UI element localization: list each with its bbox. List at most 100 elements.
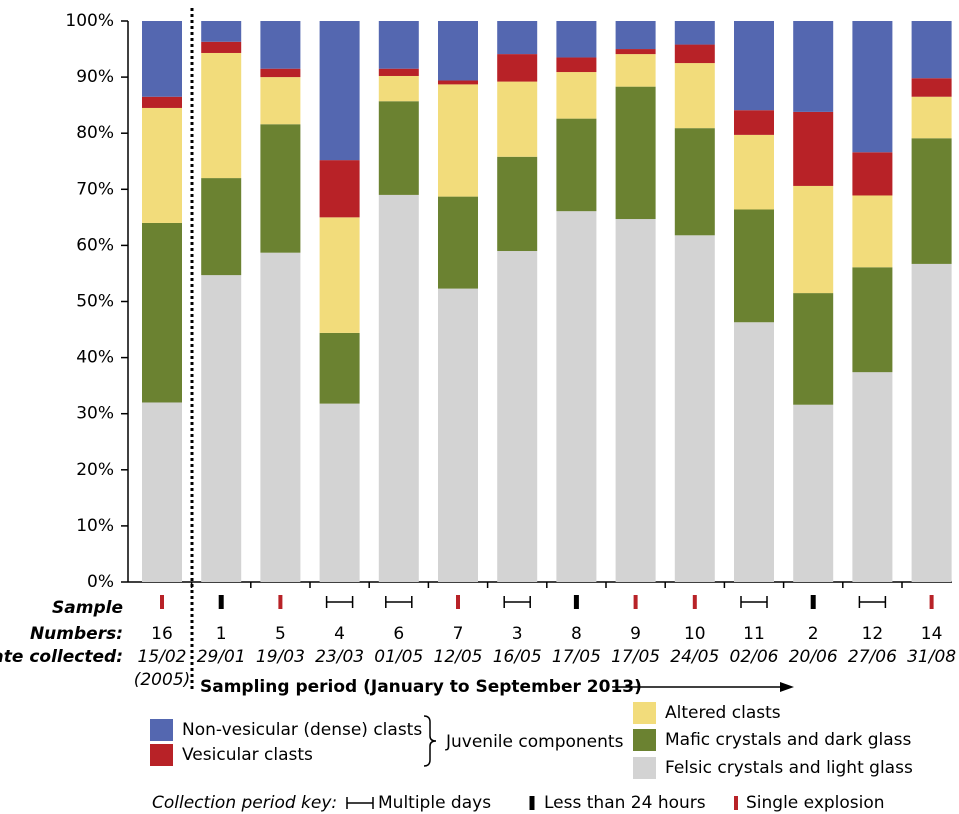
date-note: (2005)	[134, 670, 191, 690]
period-marker	[218, 595, 224, 609]
bar-segment	[378, 101, 419, 195]
period-marker	[385, 596, 413, 608]
bar-segment	[734, 21, 774, 111]
bar-segment	[438, 288, 478, 582]
bar-segment	[852, 372, 893, 582]
period-marker	[278, 595, 283, 609]
bar-segment	[378, 68, 419, 76]
x-tick-label: 1	[216, 624, 227, 644]
period-marker	[573, 595, 579, 609]
y-tick-label: 90%	[76, 67, 114, 87]
bar-segment	[556, 118, 597, 212]
bar-segment	[438, 21, 478, 81]
x-tick-label: 5	[275, 624, 286, 644]
y-tick-label: 50%	[76, 292, 114, 312]
legend-swatch	[633, 702, 656, 724]
row-label: Date collected:	[0, 647, 123, 667]
bar-segment	[615, 86, 656, 220]
bar-segment	[793, 111, 834, 186]
legend-label: Altered clasts	[665, 703, 781, 723]
bar-segment	[674, 235, 715, 582]
bar-segment	[319, 332, 360, 404]
period-marker	[810, 595, 816, 609]
x-tick-label: 9	[630, 624, 641, 644]
bar-segment	[142, 222, 182, 403]
y-tick-label: 0%	[87, 572, 114, 592]
date-label: 19/03	[256, 647, 305, 667]
bar-segment	[201, 275, 242, 582]
legend-swatch	[633, 757, 656, 779]
x-tick-label: 11	[743, 624, 765, 644]
legend-label: Vesicular clasts	[182, 745, 313, 765]
bar-segment	[556, 72, 597, 119]
y-tick-label: 30%	[76, 404, 114, 424]
date-label: 27/06	[848, 647, 897, 667]
period-label: Sampling period (January to September 20…	[200, 677, 642, 697]
bar-segment	[142, 96, 182, 108]
bar-segment	[615, 49, 656, 55]
bar-segment	[911, 96, 952, 139]
bar-segment	[260, 77, 301, 125]
bar-segment	[260, 68, 301, 78]
period-marker	[160, 595, 164, 609]
bar-segment	[378, 194, 419, 582]
bar-segment	[378, 21, 419, 69]
date-label: 20/06	[789, 647, 838, 667]
bar-segment	[260, 124, 301, 253]
brace	[423, 715, 437, 767]
date-label: 16/05	[493, 647, 542, 667]
bar-segment	[497, 251, 538, 582]
bar-segment	[852, 21, 893, 153]
period-marker	[346, 797, 374, 809]
bar-segment	[260, 252, 301, 582]
x-tick-label: 2	[808, 624, 819, 644]
period-marker	[503, 596, 531, 608]
legend-swatch	[150, 744, 173, 766]
y-tick-label: 80%	[76, 123, 114, 143]
x-tick-label: 8	[571, 624, 582, 644]
period-marker	[734, 796, 738, 810]
bar-segment	[438, 196, 478, 289]
period-marker	[529, 796, 535, 810]
x-tick-label: 14	[921, 624, 943, 644]
bar-segment	[142, 21, 182, 97]
bar-segment	[674, 44, 715, 64]
bar-segment	[142, 107, 182, 223]
bar-segment	[793, 293, 834, 405]
bar-segment	[852, 152, 893, 196]
date-label: 23/03	[315, 647, 364, 667]
bar-segment	[201, 52, 242, 179]
y-tick-label: 60%	[76, 235, 114, 255]
period-marker	[692, 595, 697, 609]
date-label: 02/06	[730, 647, 779, 667]
date-label: 15/02	[138, 647, 187, 667]
x-tick-label: 12	[862, 624, 884, 644]
bar-segment	[497, 54, 538, 82]
bar-segment	[319, 403, 360, 582]
legend-label: Felsic crystals and light glass	[665, 758, 913, 778]
legend-swatch	[150, 719, 173, 741]
date-label: 17/05	[552, 647, 601, 667]
bar-segment	[911, 138, 952, 264]
arrow-head	[780, 682, 794, 692]
bar-segment	[615, 21, 656, 50]
bar-segment	[734, 110, 774, 135]
bar-segment	[201, 21, 242, 42]
period-marker	[929, 595, 934, 609]
date-label: 29/01	[197, 647, 246, 667]
bar-segment	[319, 160, 360, 218]
bar-segment	[911, 78, 952, 97]
date-label: 01/05	[374, 647, 423, 667]
y-tick-label: 70%	[76, 179, 114, 199]
bar-segment	[438, 84, 478, 197]
y-tick-label: 10%	[76, 516, 114, 536]
bar-segment	[852, 195, 893, 268]
bar-segment	[674, 63, 715, 129]
bar-segment	[734, 134, 774, 210]
date-label: 17/05	[611, 647, 660, 667]
bar-segment	[201, 41, 242, 53]
key-label: Multiple days	[378, 793, 491, 813]
bar-segment	[319, 217, 360, 333]
